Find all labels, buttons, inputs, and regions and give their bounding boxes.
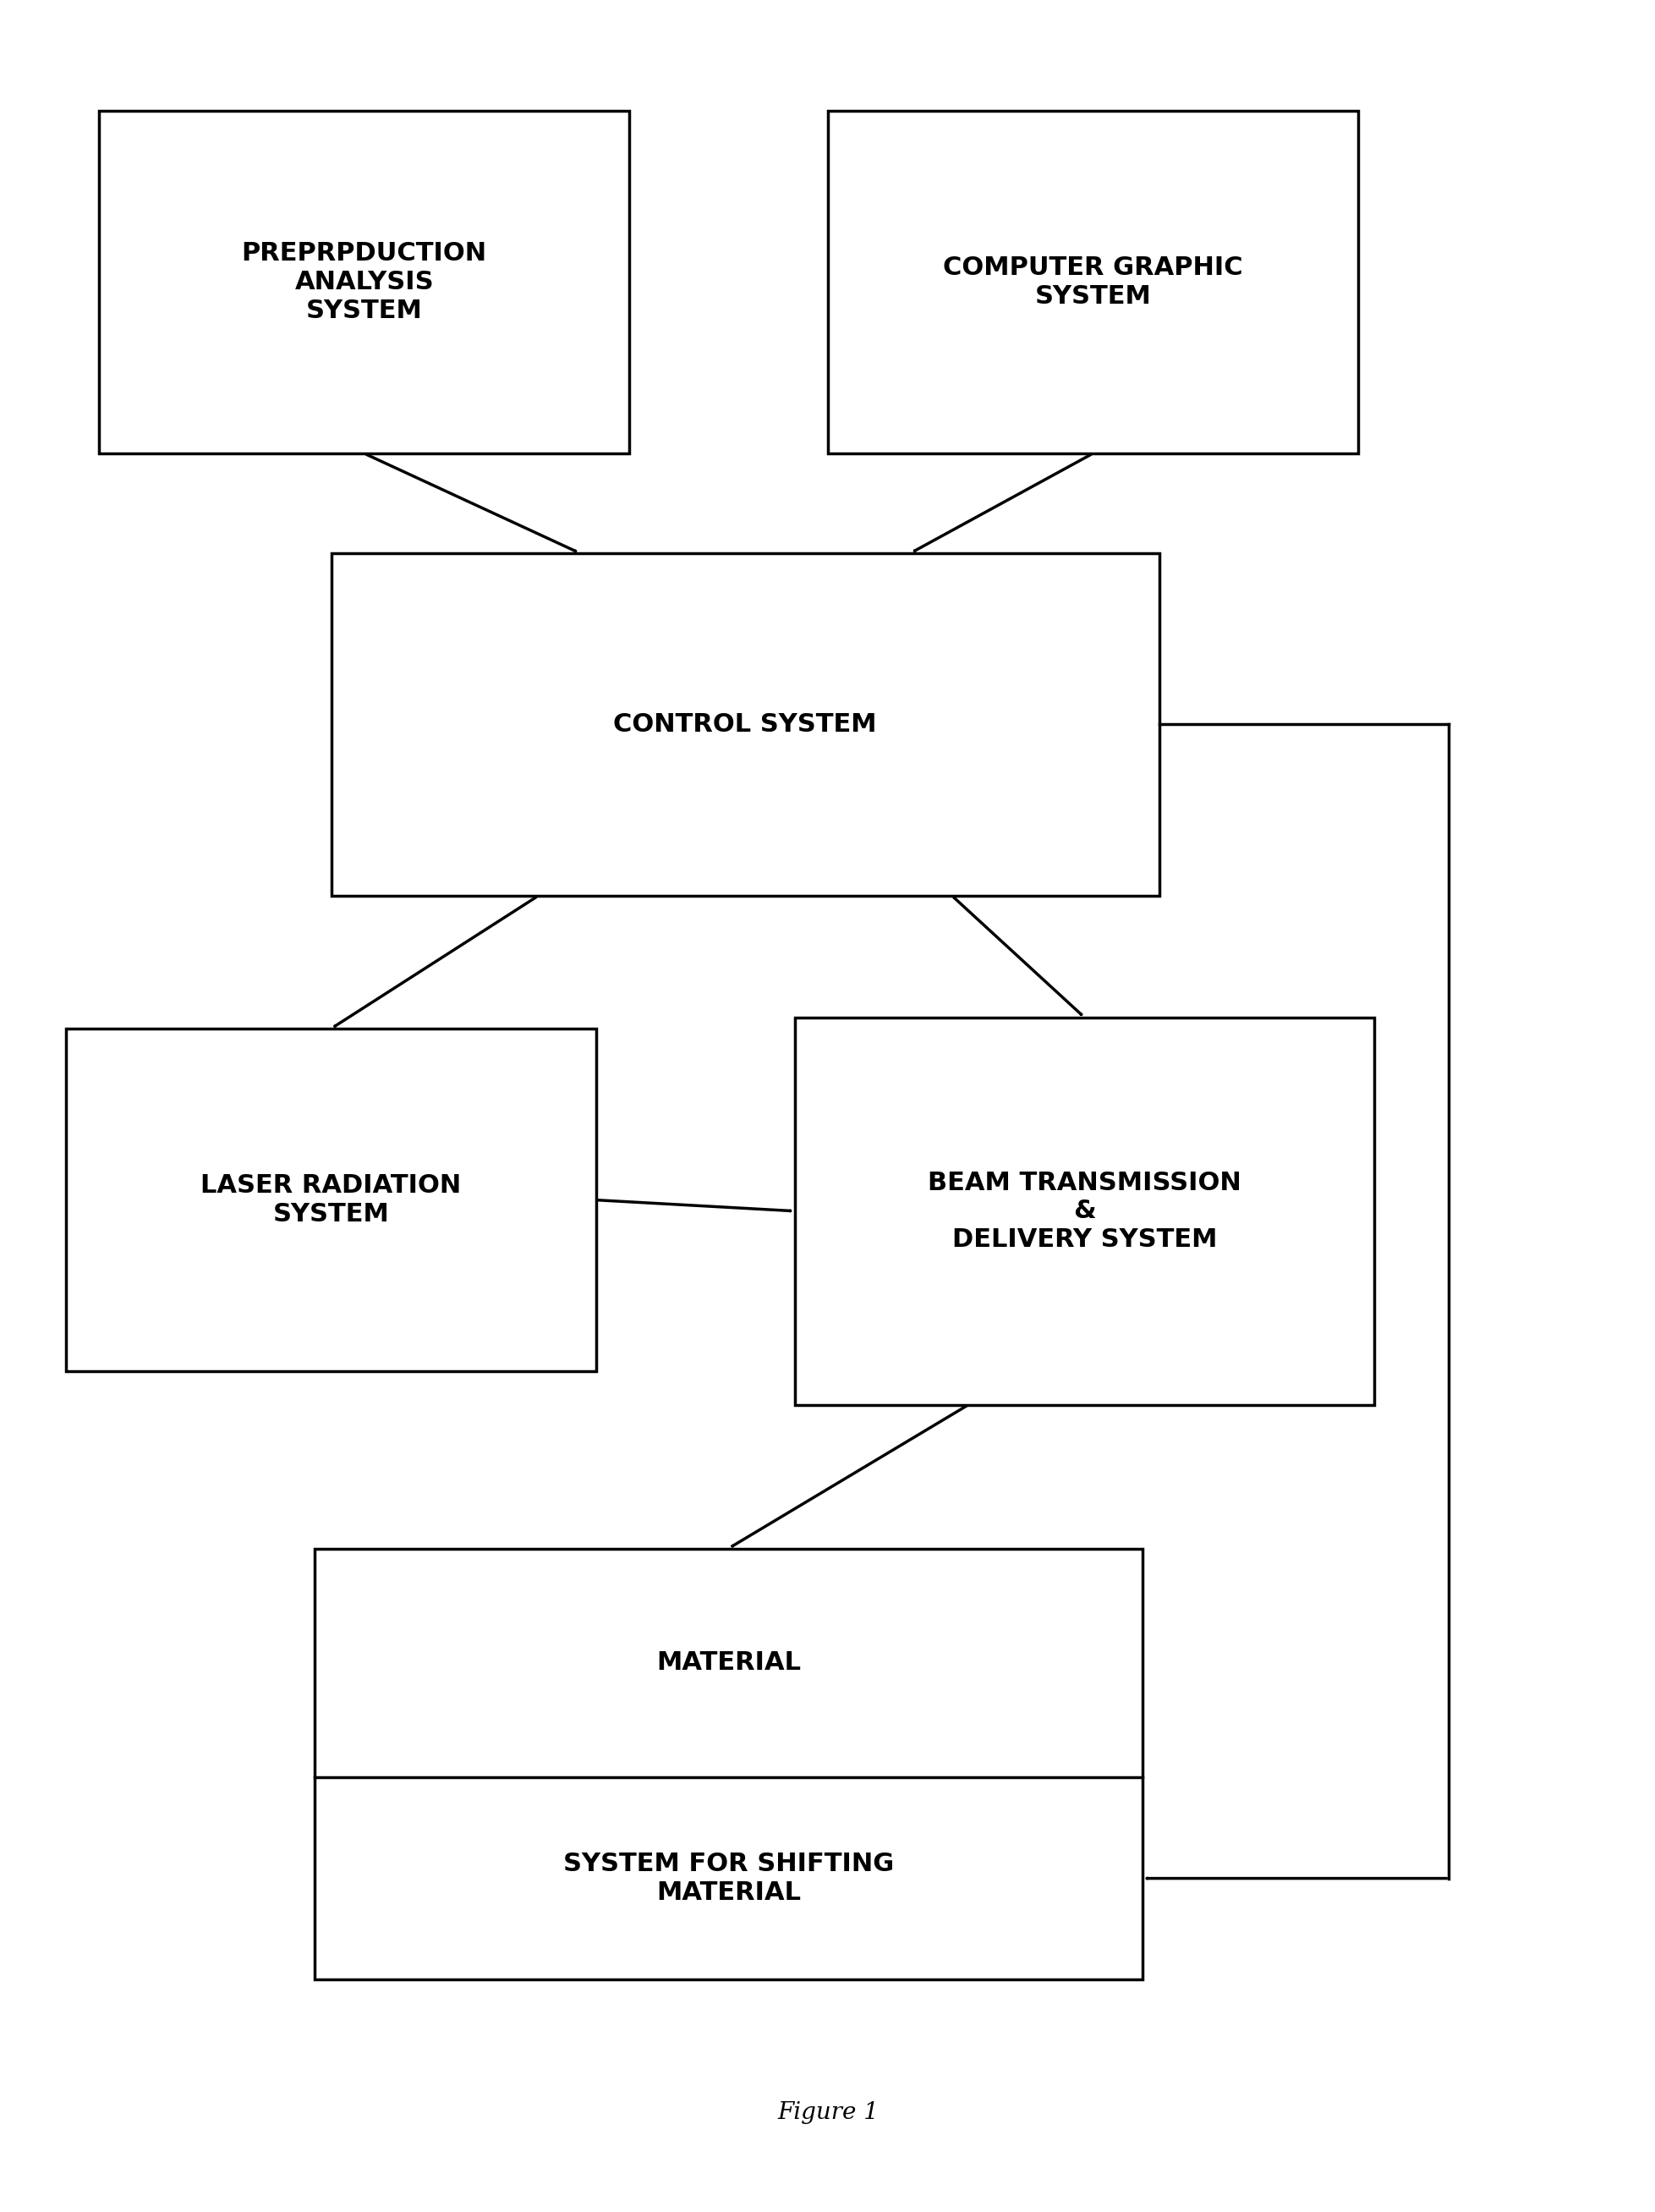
Bar	[314, 1548, 1142, 1980]
Bar	[66, 1029, 596, 1371]
Text: LASER RADIATION
SYSTEM: LASER RADIATION SYSTEM	[200, 1175, 462, 1225]
Bar	[331, 553, 1158, 896]
Text: PREPRPDUCTION
ANALYSIS
SYSTEM: PREPRPDUCTION ANALYSIS SYSTEM	[242, 241, 487, 323]
Bar	[99, 111, 629, 453]
Text: SYSTEM FOR SHIFTING
MATERIAL: SYSTEM FOR SHIFTING MATERIAL	[563, 1851, 894, 1905]
Bar	[828, 111, 1357, 453]
Text: BEAM TRANSMISSION
&
DELIVERY SYSTEM: BEAM TRANSMISSION & DELIVERY SYSTEM	[927, 1170, 1241, 1252]
Text: COMPUTER GRAPHIC
SYSTEM: COMPUTER GRAPHIC SYSTEM	[942, 257, 1243, 307]
Text: MATERIAL: MATERIAL	[655, 1650, 801, 1674]
Bar	[794, 1018, 1374, 1405]
Text: Figure 1: Figure 1	[776, 2101, 879, 2124]
Text: CONTROL SYSTEM: CONTROL SYSTEM	[612, 712, 877, 737]
